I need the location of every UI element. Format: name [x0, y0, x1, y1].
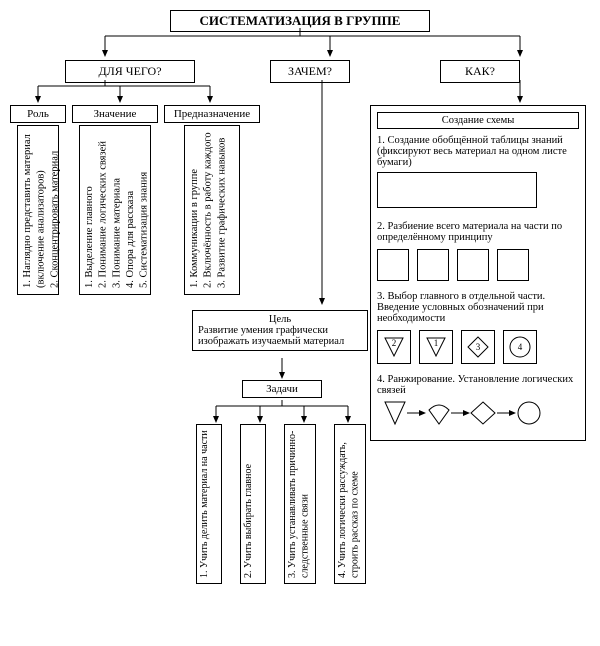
- s2-box-4: [497, 249, 529, 281]
- diagram-title: СИСТЕМАТИЗАЦИЯ В ГРУППЕ: [170, 10, 430, 32]
- q3-step-3-text: 3. Выбор главного в отдельной части. Вве…: [377, 291, 579, 324]
- arrows-q1-to-subs: [10, 80, 250, 106]
- question-2: ЗАЧЕМ?: [270, 60, 350, 83]
- s3-label-1: 2: [392, 338, 397, 348]
- goal-text: Развитие умения графически изображать из…: [198, 325, 362, 347]
- s2-box-2: [417, 249, 449, 281]
- arrows-title-to-questions: [10, 28, 590, 62]
- s3-label-3: 3: [476, 342, 481, 352]
- q3-step-2-text: 2. Разбиение всего материала на части по…: [377, 221, 579, 243]
- s2-box-3: [457, 249, 489, 281]
- s3-shape-1: 2: [377, 330, 411, 364]
- q3-step-4-text: 4. Ранжирование. Установление логических…: [377, 374, 579, 396]
- question-1: ДЛЯ ЧЕГО?: [65, 60, 195, 83]
- task-3: 3. Учить устанавливать причинно-следстве…: [284, 424, 316, 584]
- col-meaning-header: Значение: [72, 105, 158, 123]
- q3-step-1-text: 1. Создание обобщённой таблицы знаний (ф…: [377, 135, 579, 168]
- col-purpose-header: Предназначение: [164, 105, 260, 123]
- role-item-2: 2. Сконцентрировать материал: [49, 151, 60, 288]
- q3-step-2: 2. Разбиение всего материала на части по…: [377, 221, 579, 281]
- q2-goal: Цель Развитие умения графически изобража…: [192, 310, 368, 351]
- questions-row: ДЛЯ ЧЕГО? ЗАЧЕМ? КАК?: [10, 60, 590, 83]
- q3-step-4: 4. Ранжирование. Установление логических…: [377, 374, 579, 432]
- q3-step-1-box: [377, 172, 537, 208]
- q3-panel: Создание схемы 1. Создание обобщённой та…: [370, 105, 586, 441]
- task-2: 2. Учить выбирать главное: [240, 424, 266, 584]
- meaning-item-2: 2. Понимание логических связей: [98, 141, 109, 288]
- s3-label-2: 1: [434, 338, 439, 348]
- meaning-item-1: 1. Выделение главного: [84, 186, 95, 288]
- s3-label-4: 4: [518, 342, 523, 352]
- q3-step-3: 3. Выбор главного в отдельной части. Вве…: [377, 291, 579, 364]
- purpose-item-1: 1. Коммуникации в группе: [189, 169, 200, 288]
- purpose-item-2: 2. Включённость в работу каждого: [203, 132, 214, 288]
- s3-shape-3: 3: [461, 330, 495, 364]
- q1-columns: Роль 1. Наглядно представить материал (в…: [10, 105, 270, 295]
- role-item-1: 1. Наглядно представить материал (включе…: [22, 134, 47, 288]
- q3-header: Создание схемы: [377, 112, 579, 129]
- tasks-header: Задачи: [242, 380, 322, 398]
- s3-shape-2: 1: [419, 330, 453, 364]
- col-role-header: Роль: [10, 105, 66, 123]
- task-4: 4. Учить логически рассуждать, строить р…: [334, 424, 366, 584]
- s4-chain: [377, 396, 577, 432]
- goal-header: Цель: [198, 314, 362, 325]
- task-1: 1. Учить делить материал на части: [196, 424, 222, 584]
- col-meaning-content: 1. Выделение главного 2. Понимание логич…: [79, 125, 151, 295]
- meaning-item-5: 5. Систематизация знания: [139, 172, 150, 288]
- question-3: КАК?: [440, 60, 520, 83]
- s2-box-1: [377, 249, 409, 281]
- tasks-columns: 1. Учить делить материал на части 2. Учи…: [196, 424, 366, 584]
- meaning-item-4: 4. Опора для рассказа: [125, 191, 136, 288]
- s3-shape-4: 4: [503, 330, 537, 364]
- col-purpose-content: 1. Коммуникации в группе 2. Включённость…: [184, 125, 240, 295]
- purpose-item-3: 3. Развитие графических навыков: [216, 138, 227, 288]
- arrow-q3-down: [510, 80, 530, 106]
- q3-step-1: 1. Создание обобщённой таблицы знаний (ф…: [377, 135, 579, 211]
- col-role-content: 1. Наглядно представить материал (включе…: [17, 125, 59, 295]
- meaning-item-3: 3. Понимание материала: [111, 178, 122, 288]
